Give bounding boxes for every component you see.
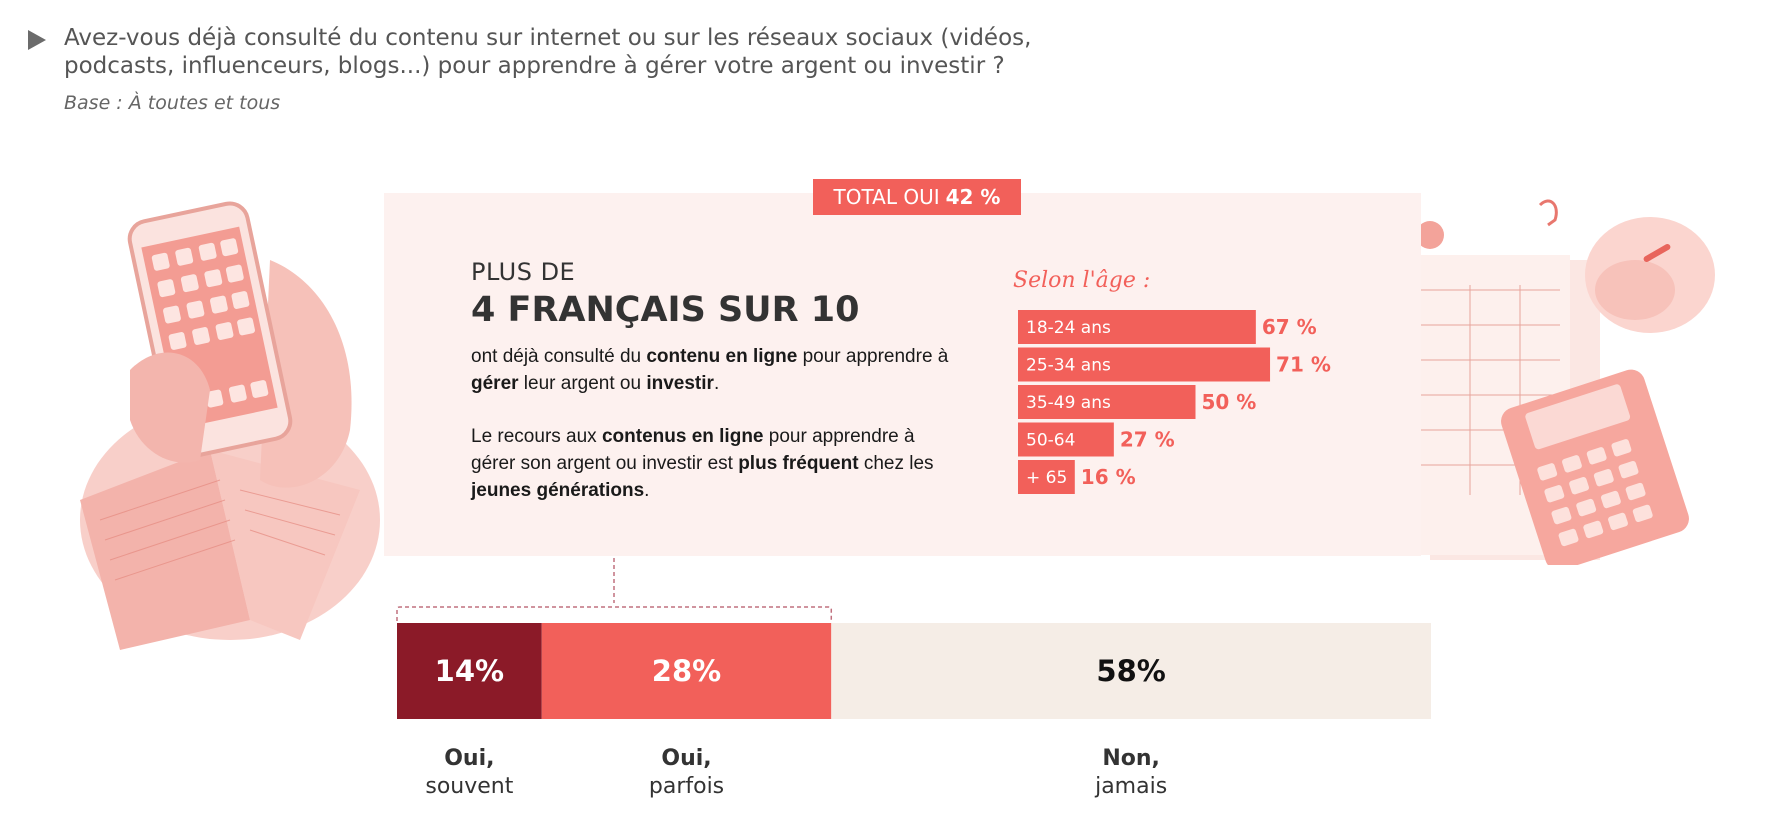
age-category-label: 18-24 ans (1026, 318, 1111, 338)
stack-value-label: 58% (1096, 654, 1165, 688)
category-label: Oui, souvent (369, 745, 569, 801)
age-value-label: 27 % (1120, 428, 1175, 452)
phone-book-illustration (80, 201, 380, 650)
stack-value-label: 14% (435, 654, 504, 688)
paragraph-1: ont déjà consulté du contenu en ligne po… (471, 343, 951, 397)
age-bar (1018, 385, 1196, 419)
text-run: jeunes générations (471, 480, 645, 501)
headline: 4 FRANÇAIS SUR 10 (471, 290, 860, 330)
text-run: pour apprendre à gérer son argent ou inv… (471, 426, 915, 474)
play-arrow-icon (28, 30, 46, 50)
category-label-line1: Oui, (444, 746, 495, 771)
oui-bracket (396, 606, 833, 621)
plus-de-text: PLUS DE (471, 258, 576, 286)
category-label-line2: parfois (648, 774, 725, 799)
age-category-label: 25-34 ans (1026, 356, 1111, 376)
text-run: Le recours aux (471, 426, 602, 447)
text-run: . (644, 480, 650, 501)
age-bar (1018, 422, 1114, 457)
age-bar-chart: 18-24 ans 67 % 25-34 ans 71 % 35-49 ans 50 % 5… (1018, 310, 1331, 494)
age-bar (1018, 310, 1256, 344)
text-run: ont déjà consulté du (471, 346, 647, 367)
age-category-label: 50-64 (1026, 431, 1075, 451)
text-run: pour apprendre à (797, 346, 949, 367)
category-label-line1: Oui, (661, 746, 712, 771)
age-bar (1018, 460, 1075, 494)
question-text: Avez-vous déjà consulté du contenu sur i… (64, 25, 1032, 79)
text-run: investir (646, 373, 714, 394)
age-value-label: 50 % (1202, 390, 1257, 414)
paragraph-2: Le recours aux contenus en ligne pour ap… (471, 423, 951, 504)
stack-segment (541, 623, 832, 719)
age-value-label: 71 % (1276, 353, 1331, 377)
age-value-label: 16 % (1081, 465, 1136, 489)
base-text: Base : À toutes et tous (64, 92, 281, 114)
piggy-calculator-illustration (1410, 199, 1715, 565)
category-label-line2: jamais (1095, 774, 1168, 799)
age-bar (1018, 347, 1271, 382)
category-label: Non, jamais (1031, 745, 1231, 801)
age-value-label: 67 % (1262, 315, 1317, 339)
total-label: TOTAL OUI (833, 185, 940, 209)
text-run: leur argent ou (518, 373, 647, 394)
category-label-line2: souvent (425, 774, 514, 799)
text-run: contenus en ligne (601, 426, 764, 447)
text-run: chez les (858, 453, 934, 474)
age-category-label: 35-49 ans (1026, 393, 1111, 413)
age-category-label: + 65 (1026, 468, 1067, 488)
category-label-line1: Non, (1102, 746, 1160, 771)
text-run: contenu en ligne (646, 346, 798, 367)
stack-segment (831, 623, 1431, 719)
stack-value-label: 28% (652, 654, 721, 688)
total-oui-badge: TOTAL OUI 42 % (813, 179, 1021, 215)
stack-segment (397, 623, 542, 719)
total-value: 42 % (945, 185, 1001, 209)
text-run: plus fréquent (738, 453, 859, 474)
text-run: . (713, 373, 720, 394)
text-run: gérer (471, 373, 519, 394)
category-label: Oui, parfois (587, 745, 787, 801)
age-chart-title: Selon l'âge : (1013, 268, 1151, 293)
